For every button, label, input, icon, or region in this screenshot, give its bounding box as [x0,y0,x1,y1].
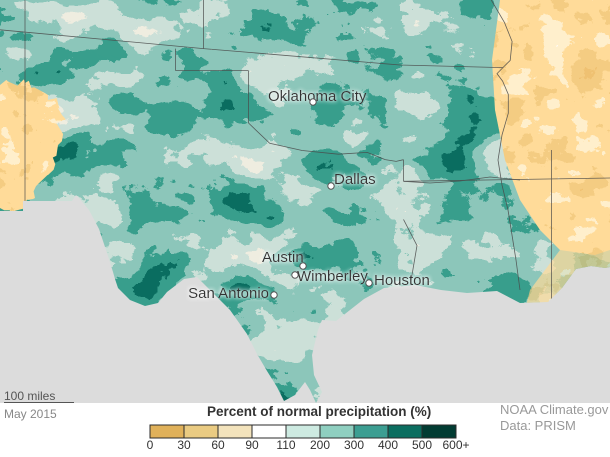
svg-text:400: 400 [378,438,398,452]
svg-text:0: 0 [147,438,154,452]
svg-text:NOAA Climate.gov: NOAA Climate.gov [500,402,609,417]
svg-text:Percent of normal precipitatio: Percent of normal precipitation (%) [207,404,431,419]
svg-text:600+: 600+ [442,438,469,452]
svg-text:200: 200 [310,438,330,452]
svg-text:500: 500 [412,438,432,452]
svg-text:90: 90 [245,438,259,452]
svg-text:110: 110 [276,438,295,452]
svg-text:30: 30 [177,438,191,452]
svg-text:60: 60 [211,438,225,452]
svg-text:Data: PRISM: Data: PRISM [500,418,576,433]
svg-text:300: 300 [344,438,364,452]
